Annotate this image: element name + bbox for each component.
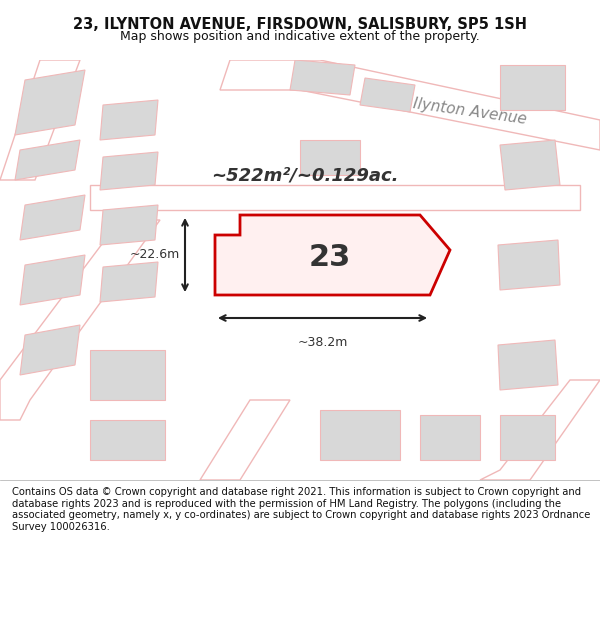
Text: ~522m²/~0.129ac.: ~522m²/~0.129ac.: [211, 166, 399, 184]
Text: 23: 23: [309, 244, 351, 272]
Polygon shape: [320, 410, 400, 460]
Polygon shape: [20, 255, 85, 305]
Text: ~22.6m: ~22.6m: [130, 249, 180, 261]
Polygon shape: [290, 60, 355, 95]
Polygon shape: [360, 78, 415, 112]
Polygon shape: [90, 350, 165, 400]
Text: Ilynton Avenue: Ilynton Avenue: [412, 97, 528, 128]
Polygon shape: [0, 60, 80, 180]
Polygon shape: [220, 60, 600, 150]
Polygon shape: [90, 185, 580, 210]
Polygon shape: [300, 140, 360, 175]
Text: 23, ILYNTON AVENUE, FIRSDOWN, SALISBURY, SP5 1SH: 23, ILYNTON AVENUE, FIRSDOWN, SALISBURY,…: [73, 17, 527, 32]
Polygon shape: [100, 205, 158, 245]
Polygon shape: [15, 70, 85, 135]
Text: Contains OS data © Crown copyright and database right 2021. This information is : Contains OS data © Crown copyright and d…: [12, 488, 590, 532]
Polygon shape: [498, 240, 560, 290]
Polygon shape: [100, 152, 158, 190]
Polygon shape: [500, 140, 560, 190]
Polygon shape: [20, 195, 85, 240]
Polygon shape: [100, 262, 158, 302]
Polygon shape: [500, 65, 565, 110]
Polygon shape: [200, 400, 290, 480]
Polygon shape: [480, 380, 600, 480]
Polygon shape: [90, 420, 165, 460]
Text: ~38.2m: ~38.2m: [298, 336, 347, 349]
Polygon shape: [100, 100, 158, 140]
Polygon shape: [500, 415, 555, 460]
Polygon shape: [420, 415, 480, 460]
Polygon shape: [498, 340, 558, 390]
Polygon shape: [0, 220, 160, 420]
Polygon shape: [20, 325, 80, 375]
Polygon shape: [215, 215, 450, 295]
Polygon shape: [15, 140, 80, 180]
Text: Map shows position and indicative extent of the property.: Map shows position and indicative extent…: [120, 30, 480, 43]
